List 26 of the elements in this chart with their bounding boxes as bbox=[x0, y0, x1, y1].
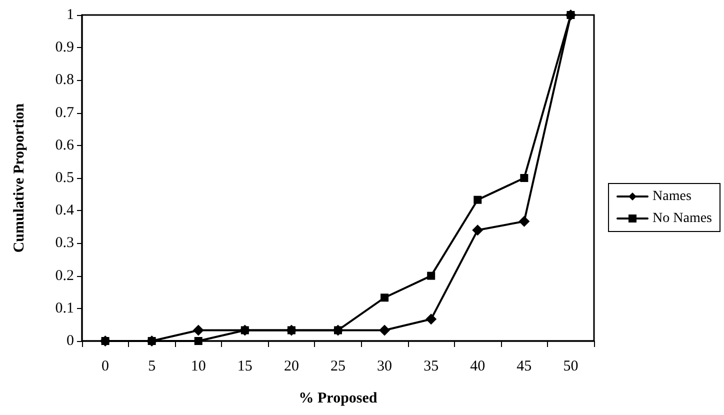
y-tick-label: 1 bbox=[66, 7, 74, 23]
x-tick-label: 15 bbox=[237, 358, 252, 374]
x-tick-label: 20 bbox=[284, 358, 299, 374]
x-tick-label: 40 bbox=[470, 358, 486, 374]
x-tick-label: 10 bbox=[190, 358, 206, 374]
x-tick-label: 5 bbox=[148, 358, 156, 374]
y-tick-label: 0.4 bbox=[55, 202, 74, 219]
y-tick-label: 0.5 bbox=[55, 170, 74, 186]
x-tick-label: 45 bbox=[516, 358, 532, 374]
legend-label: No Names bbox=[652, 211, 712, 226]
y-tick-label: 0.6 bbox=[55, 137, 74, 154]
x-axis-title: % Proposed bbox=[298, 390, 378, 406]
y-tick-label: 0.9 bbox=[55, 40, 74, 56]
y-tick-label: 0.8 bbox=[55, 72, 74, 88]
x-tick-label: 30 bbox=[377, 358, 392, 374]
legend-label: Names bbox=[652, 189, 692, 204]
y-tick-label: 0 bbox=[66, 333, 74, 349]
x-tick-label: 50 bbox=[563, 358, 578, 374]
y-tick-label: 0.3 bbox=[55, 235, 74, 252]
y-tick-label: 0.1 bbox=[55, 300, 74, 316]
x-tick-label: 35 bbox=[424, 358, 439, 374]
x-tick-label: 25 bbox=[330, 358, 346, 374]
y-tick-label: 0.2 bbox=[55, 268, 74, 284]
y-tick-label: 0.7 bbox=[55, 104, 74, 121]
x-tick-label: 0 bbox=[102, 358, 110, 374]
y-axis-title: Cumulative Proportion bbox=[12, 102, 28, 253]
